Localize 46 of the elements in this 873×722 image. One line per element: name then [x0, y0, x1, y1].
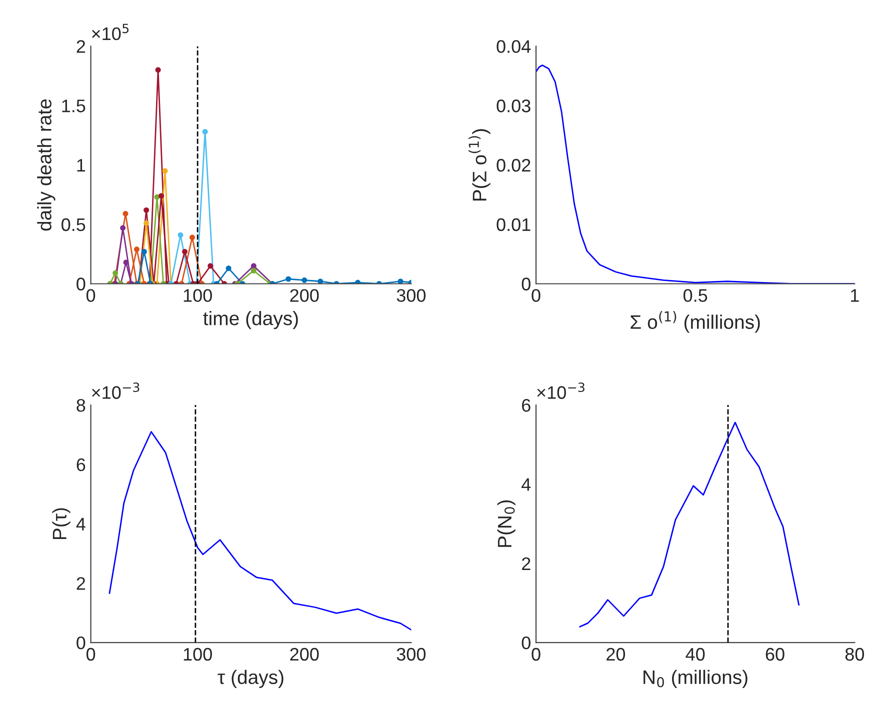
y-tick-label: 0 [522, 636, 530, 650]
y-tick-label: 8 [76, 398, 86, 412]
y-tick-label: 2 [76, 577, 86, 590]
x-tick-label: 0 [86, 648, 96, 661]
x-tick-label: 60 [766, 648, 784, 661]
y-tick-label: 0 [76, 278, 86, 290]
x-axis-title: N$_{0}$ (millions) [644, 670, 748, 688]
y-tick-label: 6 [76, 458, 86, 472]
x-tick-label: 300 [396, 648, 426, 661]
y-axis-title: P(τ) [52, 508, 70, 540]
x-tick-label: 1 [851, 289, 859, 302]
x-tick-label: 40 [686, 648, 705, 661]
y-tick-label: 6 [522, 398, 530, 412]
y-tick-label: 2 [76, 40, 86, 53]
y-tick-label: 0.5 [62, 218, 86, 232]
y-tick-label: 0.01 [496, 218, 530, 232]
y-axis-title: daily death rate [37, 99, 56, 231]
y-tick-label: 1.5 [62, 100, 86, 112]
y-axis-title: P(Σ o$^{(1)}$) [468, 129, 490, 201]
y-tick-label: 0.03 [496, 100, 530, 112]
x-tick-label: 100 [184, 289, 212, 302]
x-tick-label: 0.5 [684, 289, 708, 302]
x-tick-label: 0 [532, 648, 540, 661]
x-tick-label: 100 [184, 648, 212, 661]
x-tick-label: 80 [845, 648, 864, 661]
x-axis-title: time (days) [203, 310, 298, 330]
y-tick-label: 4 [522, 478, 531, 491]
y-tick-label: 1 [77, 159, 86, 172]
x-tick-label: 0 [532, 289, 540, 302]
y-tick-label: 0 [76, 636, 86, 650]
text: ×10$^{−3}$ [92, 382, 140, 399]
y-tick-label: 2 [522, 557, 530, 570]
x-tick-label: 200 [290, 648, 319, 661]
y-axis-title: P(N$_{0}$) [497, 500, 516, 547]
x-tick-label: 0 [86, 289, 96, 302]
y-tick-label: 0 [522, 278, 530, 290]
text: ×10$^{−3}$ [537, 382, 584, 399]
x-tick-label: 20 [606, 648, 626, 661]
x-axis-title: Σ o$^{(1)}$ (millions) [630, 310, 760, 333]
y-tick-label: 4 [76, 518, 86, 530]
y-tick-label: 0.04 [496, 40, 531, 53]
x-tick-label: 200 [290, 289, 319, 302]
x-tick-label: 300 [396, 289, 426, 302]
x-axis-title: τ (days) [218, 670, 284, 688]
text: ×10$^{5}$ [92, 24, 129, 40]
y-tick-label: 0.02 [496, 158, 530, 172]
